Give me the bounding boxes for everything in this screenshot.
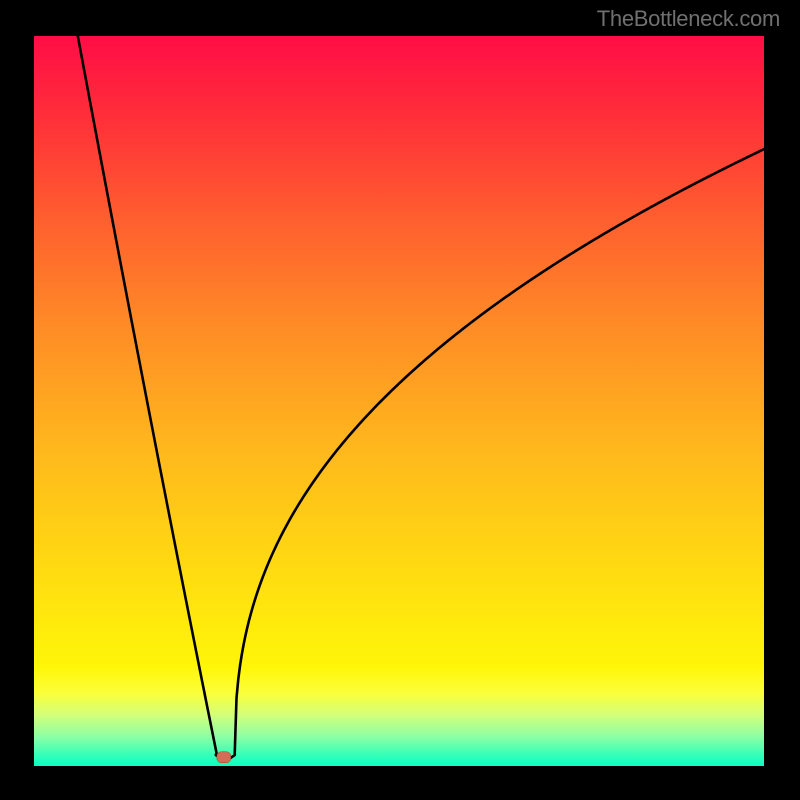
bottleneck-chart: [34, 36, 764, 766]
chart-container: TheBottleneck.com: [0, 0, 800, 800]
watermark-text: TheBottleneck.com: [597, 6, 780, 32]
gradient-background: [34, 36, 764, 766]
optimal-point-marker: [217, 752, 231, 763]
